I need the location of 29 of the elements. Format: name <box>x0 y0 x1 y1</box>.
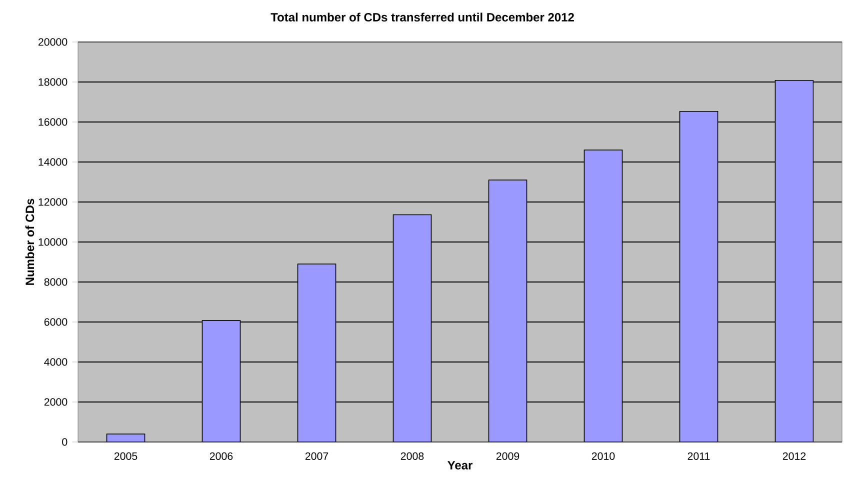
bar <box>584 150 623 442</box>
x-axis-title: Year <box>448 461 473 470</box>
bar <box>202 320 241 442</box>
bar <box>679 110 718 442</box>
y-tick-label: 14000 <box>38 158 68 166</box>
y-tick-label: 2000 <box>44 398 68 406</box>
x-tick-label: 2005 <box>114 452 138 460</box>
y-tick-label: 8000 <box>44 278 68 286</box>
y-tick-label: 18000 <box>38 78 68 86</box>
x-tick-label: 2012 <box>782 452 806 460</box>
x-tick-label: 2009 <box>496 452 520 460</box>
y-tick-label: 12000 <box>38 198 68 206</box>
x-tick-label: 2011 <box>688 452 710 460</box>
y-tick-label: 16000 <box>38 118 68 126</box>
bar <box>488 180 528 442</box>
x-tick-label: 2006 <box>210 452 233 460</box>
y-tick-label: 20000 <box>38 38 68 46</box>
bar <box>392 214 432 442</box>
y-tick-label: 10000 <box>38 238 68 246</box>
chart-title: Total number of CDs transferred until December 2012 <box>270 12 574 22</box>
x-tick-label: 2007 <box>305 452 328 460</box>
x-tick-label: 2010 <box>592 452 615 460</box>
y-tick-label: 4000 <box>44 358 68 366</box>
bar <box>297 264 336 442</box>
x-tick-label: 2008 <box>400 452 424 460</box>
y-tick-label: 0 <box>62 438 68 446</box>
bar <box>774 80 814 442</box>
y-axis-title: Number of CDs <box>25 198 34 285</box>
y-tick-label: 6000 <box>44 318 68 326</box>
